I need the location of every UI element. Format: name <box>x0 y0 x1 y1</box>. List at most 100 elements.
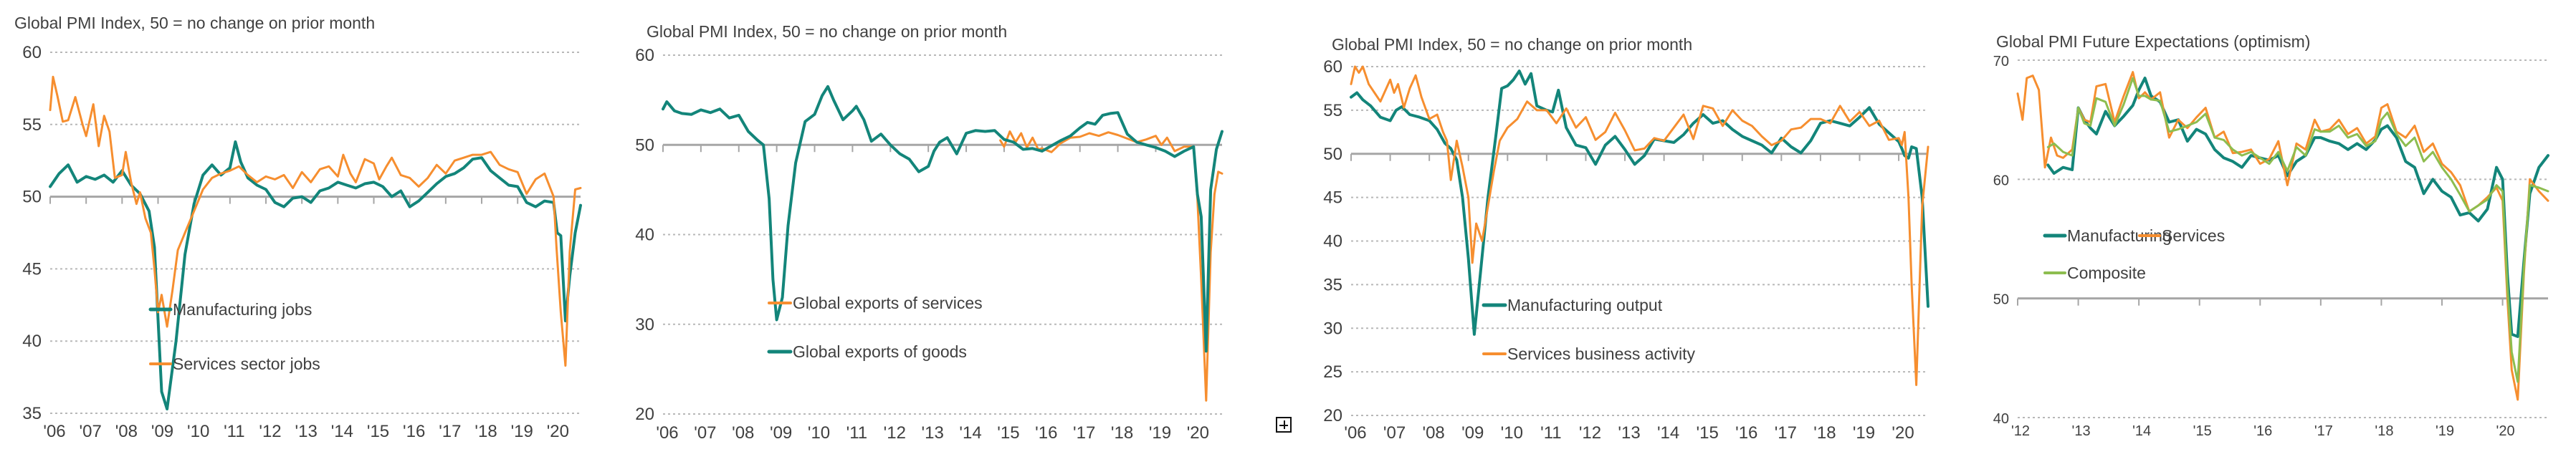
x-tick-label: '08 <box>115 422 138 441</box>
x-tick-label: '17 <box>1775 423 1797 443</box>
x-tick-label: '14 <box>331 422 353 441</box>
y-tick-label: 20 <box>1323 406 1342 425</box>
legend-label: Services business activity <box>1507 345 1696 363</box>
y-tick-label: 30 <box>635 315 654 334</box>
chart-title: Global PMI Index, 50 = no change on prio… <box>647 22 1007 41</box>
x-tick-label: '19 <box>511 422 533 441</box>
y-tick-label: 60 <box>635 46 654 65</box>
y-tick-label: 25 <box>1323 362 1342 382</box>
x-tick-label: '19 <box>1853 423 1875 443</box>
series-line-manufacturing <box>2046 77 2549 338</box>
x-tick-label: '09 <box>770 423 792 443</box>
x-tick-label: '19 <box>2436 423 2454 439</box>
y-tick-label: 45 <box>22 259 42 279</box>
x-tick-label: '06 <box>1344 423 1366 443</box>
legend-label: Manufacturing output <box>1507 296 1663 314</box>
chart-exports-svg: Global PMI Index, 50 = no change on prio… <box>635 22 1223 443</box>
x-tick-label: '17 <box>1073 423 1095 443</box>
x-tick-label: '10 <box>187 422 209 441</box>
y-tick-label: 50 <box>1323 145 1342 164</box>
y-tick-label: 45 <box>1323 188 1342 208</box>
expand-plus-icon[interactable] <box>1276 417 1292 433</box>
x-tick-label: '16 <box>403 422 425 441</box>
x-tick-label: '18 <box>1111 423 1133 443</box>
x-tick-label: '11 <box>846 423 868 443</box>
chart-panel-expectations: Global PMI Future Expectations (optimism… <box>1978 0 2576 467</box>
y-tick-label: 50 <box>1993 292 2009 308</box>
x-tick-label: '06 <box>656 423 678 443</box>
y-tick-label: 35 <box>1323 275 1342 294</box>
chart-expectations-svg: Global PMI Future Expectations (optimism… <box>1993 32 2549 439</box>
legend-label: Global exports of services <box>793 294 983 312</box>
x-tick-label: '16 <box>2253 423 2272 439</box>
y-tick-label: 40 <box>1993 411 2009 427</box>
x-tick-label: '08 <box>1423 423 1445 443</box>
y-tick-label: 60 <box>1993 173 2009 188</box>
x-tick-label: '11 <box>224 422 245 441</box>
x-tick-label: '11 <box>1540 423 1562 443</box>
x-tick-label: '15 <box>2193 423 2212 439</box>
x-tick-label: '15 <box>1697 423 1719 443</box>
x-tick-label: '09 <box>151 422 173 441</box>
series-line-composite <box>2046 77 2549 383</box>
x-tick-label: '17 <box>2314 423 2333 439</box>
x-tick-label: '06 <box>43 422 65 441</box>
x-tick-label: '12 <box>884 423 906 443</box>
y-tick-label: 55 <box>22 115 42 135</box>
y-tick-label: 40 <box>22 332 42 351</box>
x-tick-label: '07 <box>694 423 716 443</box>
x-tick-label: '17 <box>439 422 461 441</box>
x-tick-label: '16 <box>1735 423 1757 443</box>
series-line-global-exports-of-services <box>999 130 1223 402</box>
legend-label: Composite <box>2067 264 2146 282</box>
y-tick-label: 20 <box>635 405 654 424</box>
x-tick-label: '12 <box>2011 423 2030 439</box>
x-tick-label: '20 <box>1892 423 1914 443</box>
x-tick-label: '15 <box>997 423 1019 443</box>
chart-output-svg: Global PMI Index, 50 = no change on prio… <box>1323 35 1929 443</box>
series-line-manufacturing-jobs <box>49 140 582 410</box>
series-line-services-sector-jobs <box>49 75 582 367</box>
x-tick-label: '19 <box>1149 423 1171 443</box>
chart-panel-jobs: Global PMI Index, 50 = no change on prio… <box>0 0 624 467</box>
x-tick-label: '20 <box>2496 423 2515 439</box>
y-tick-label: 70 <box>1993 54 2009 69</box>
x-tick-label: '14 <box>1657 423 1679 443</box>
x-tick-label: '08 <box>732 423 754 443</box>
x-tick-label: '07 <box>1383 423 1406 443</box>
legend-label: Global exports of goods <box>793 342 967 361</box>
x-tick-label: '07 <box>80 422 102 441</box>
x-tick-label: '13 <box>922 423 944 443</box>
y-tick-label: 50 <box>22 188 42 207</box>
x-tick-label: '10 <box>808 423 830 443</box>
x-tick-label: '10 <box>1501 423 1523 443</box>
x-tick-label: '20 <box>547 422 569 441</box>
x-tick-label: '14 <box>2132 423 2151 439</box>
chart-jobs-svg: Global PMI Index, 50 = no change on prio… <box>14 14 582 441</box>
x-tick-label: '13 <box>2072 423 2091 439</box>
y-tick-label: 60 <box>1323 57 1342 77</box>
y-tick-label: 60 <box>22 43 42 62</box>
y-tick-label: 40 <box>635 226 654 245</box>
x-tick-label: '18 <box>474 422 497 441</box>
chart-title: Global PMI Future Expectations (optimism… <box>1996 32 2310 51</box>
series-line-services-business-activity <box>1350 65 1929 386</box>
chart-title: Global PMI Index, 50 = no change on prio… <box>1332 35 1692 54</box>
x-tick-label: '15 <box>367 422 389 441</box>
y-tick-label: 40 <box>1323 232 1342 251</box>
x-tick-label: '09 <box>1461 423 1484 443</box>
chart-panel-output: Global PMI Index, 50 = no change on prio… <box>1319 0 1964 467</box>
legend-label: Services sector jobs <box>173 355 320 373</box>
x-tick-label: '12 <box>259 422 281 441</box>
x-tick-label: '12 <box>1579 423 1601 443</box>
legend-label: Manufacturing jobs <box>173 300 312 319</box>
x-tick-label: '18 <box>2375 423 2393 439</box>
y-tick-label: 35 <box>22 404 42 423</box>
x-tick-label: '18 <box>1813 423 1836 443</box>
series-line-manufacturing-output <box>1350 69 1929 336</box>
x-tick-label: '13 <box>1618 423 1640 443</box>
x-tick-label: '20 <box>1187 423 1209 443</box>
chart-title: Global PMI Index, 50 = no change on prio… <box>14 14 375 32</box>
y-tick-label: 30 <box>1323 319 1342 338</box>
x-tick-label: '13 <box>295 422 318 441</box>
